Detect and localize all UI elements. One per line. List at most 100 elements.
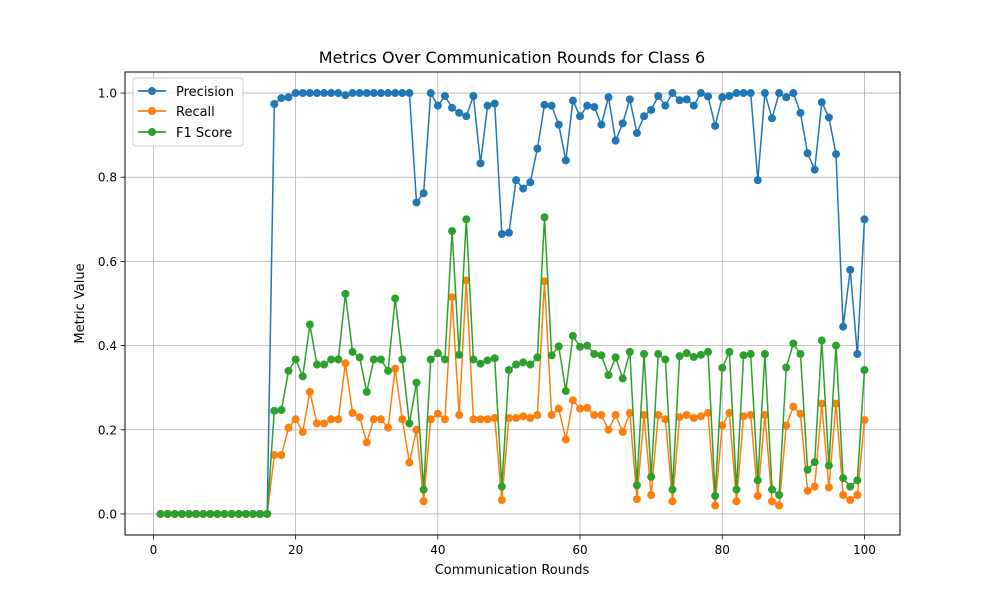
data-point-precision bbox=[533, 144, 542, 153]
data-point-precision bbox=[753, 176, 762, 185]
data-point-precision bbox=[817, 98, 826, 107]
data-point-recall bbox=[277, 451, 286, 460]
x-tick-label: 60 bbox=[572, 543, 587, 557]
data-point-recall bbox=[760, 411, 769, 420]
data-point-recall bbox=[746, 411, 755, 420]
data-point-f1-score bbox=[668, 485, 677, 494]
data-point-f1-score bbox=[391, 294, 400, 303]
legend-marker-recall bbox=[148, 107, 156, 115]
data-point-precision bbox=[412, 198, 421, 207]
data-point-f1-score bbox=[568, 331, 577, 340]
data-point-precision bbox=[568, 96, 577, 105]
data-point-f1-score bbox=[476, 359, 485, 368]
data-point-f1-score bbox=[860, 366, 869, 374]
data-point-f1-score bbox=[184, 509, 193, 518]
data-point-recall bbox=[668, 497, 677, 506]
data-point-precision bbox=[433, 101, 442, 110]
y-tick-label: 0.4 bbox=[98, 339, 117, 353]
data-point-recall bbox=[391, 364, 400, 373]
data-point-precision bbox=[426, 89, 435, 98]
data-point-f1-score bbox=[440, 355, 449, 364]
data-point-f1-score bbox=[419, 485, 428, 494]
data-point-precision bbox=[419, 189, 428, 198]
x-tick-label: 20 bbox=[288, 543, 303, 557]
data-point-precision bbox=[689, 101, 698, 110]
y-tick-label: 0.6 bbox=[98, 255, 117, 269]
legend-label-precision: Precision bbox=[176, 85, 234, 100]
data-point-f1-score bbox=[241, 509, 250, 518]
data-point-recall bbox=[312, 419, 321, 428]
data-point-recall bbox=[583, 403, 592, 412]
data-point-precision bbox=[711, 121, 720, 130]
data-point-recall bbox=[469, 415, 478, 424]
data-point-recall bbox=[832, 399, 841, 408]
data-point-f1-score bbox=[718, 363, 727, 372]
data-point-f1-score bbox=[682, 349, 691, 358]
axis-ticks: 0 20 40 60 80 100 0.0 0.2 0.4 0.6 0.8 1.0 bbox=[98, 87, 876, 557]
data-point-f1-score bbox=[248, 509, 257, 518]
data-point-recall bbox=[839, 491, 848, 500]
data-point-f1-score bbox=[632, 481, 641, 490]
data-series bbox=[156, 89, 869, 518]
data-point-recall bbox=[298, 427, 307, 436]
data-point-precision bbox=[504, 228, 513, 237]
data-point-recall bbox=[661, 415, 670, 424]
data-point-f1-score bbox=[213, 509, 222, 518]
data-point-precision bbox=[725, 91, 734, 100]
data-point-recall bbox=[632, 495, 641, 504]
data-point-precision bbox=[803, 149, 812, 158]
data-point-recall bbox=[810, 482, 819, 491]
data-point-f1-score bbox=[490, 354, 499, 363]
data-point-f1-score bbox=[590, 350, 599, 359]
data-point-recall bbox=[419, 497, 428, 506]
data-point-recall bbox=[682, 411, 691, 420]
data-point-precision bbox=[718, 93, 727, 102]
data-point-precision bbox=[682, 95, 691, 104]
data-point-f1-score bbox=[362, 387, 371, 396]
data-point-recall bbox=[640, 411, 649, 420]
data-point-f1-score bbox=[689, 352, 698, 361]
data-point-f1-score bbox=[853, 476, 862, 485]
data-point-f1-score bbox=[270, 406, 279, 415]
data-point-precision bbox=[775, 89, 784, 98]
legend-entry-precision: Precision bbox=[138, 85, 234, 100]
data-point-precision bbox=[746, 89, 755, 98]
data-point-precision bbox=[440, 91, 449, 100]
data-point-recall bbox=[369, 415, 378, 424]
data-point-precision bbox=[284, 93, 293, 102]
data-point-precision bbox=[298, 89, 307, 98]
data-point-recall bbox=[597, 411, 606, 420]
data-point-f1-score bbox=[256, 509, 265, 518]
data-point-f1-score bbox=[199, 509, 208, 518]
data-point-recall bbox=[696, 412, 705, 421]
data-point-precision bbox=[618, 119, 627, 128]
data-point-recall bbox=[476, 415, 485, 424]
data-point-f1-score bbox=[206, 509, 215, 518]
data-point-precision bbox=[369, 89, 378, 98]
data-point-precision bbox=[668, 89, 677, 98]
data-point-f1-score bbox=[312, 360, 321, 369]
data-point-precision bbox=[782, 93, 791, 102]
data-point-precision bbox=[355, 89, 364, 98]
data-point-recall bbox=[554, 404, 563, 413]
data-point-precision bbox=[327, 89, 336, 98]
legend-marker-precision bbox=[148, 87, 156, 95]
legend-box bbox=[132, 77, 244, 147]
data-point-recall bbox=[846, 496, 855, 505]
data-point-f1-score bbox=[355, 353, 364, 362]
data-point-precision bbox=[704, 92, 713, 101]
data-point-recall bbox=[547, 411, 556, 420]
data-point-f1-score bbox=[753, 476, 762, 485]
x-tick-label: 100 bbox=[853, 543, 876, 557]
legend-marker-f1-score bbox=[148, 128, 156, 136]
data-point-f1-score bbox=[398, 355, 407, 364]
data-point-precision bbox=[696, 89, 705, 98]
data-point-precision bbox=[846, 265, 855, 274]
data-point-f1-score bbox=[220, 509, 229, 518]
data-point-precision bbox=[768, 114, 777, 123]
series-f1-score bbox=[156, 213, 869, 518]
data-point-f1-score bbox=[305, 320, 314, 329]
data-point-f1-score bbox=[711, 491, 720, 500]
data-point-f1-score bbox=[775, 491, 784, 500]
data-point-f1-score bbox=[576, 342, 585, 351]
